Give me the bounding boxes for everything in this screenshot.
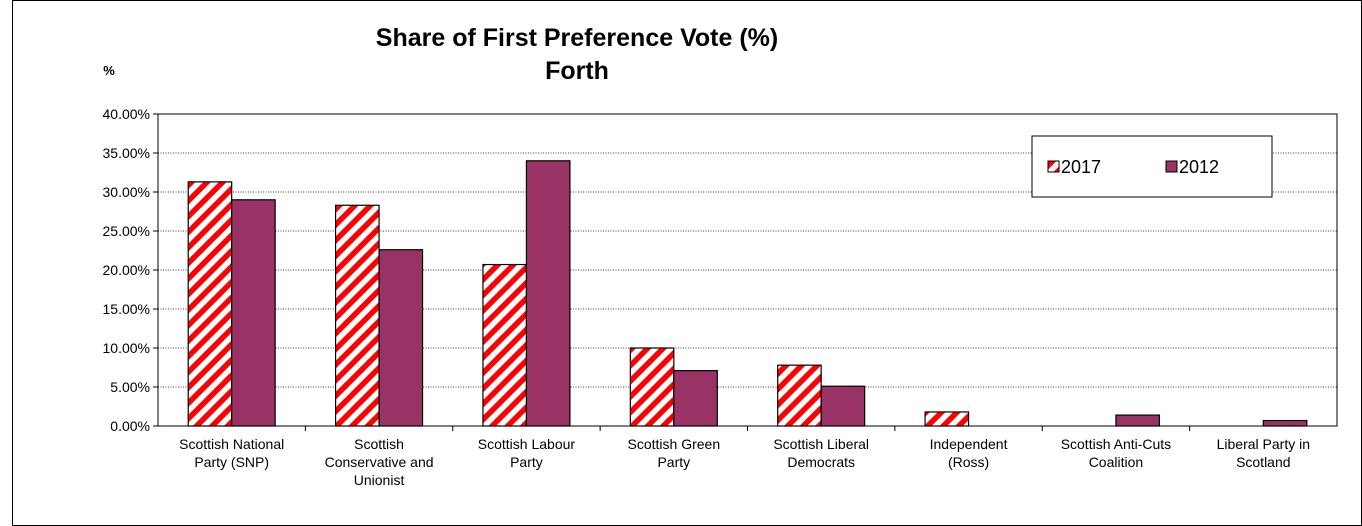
bar-2012 <box>378 249 424 427</box>
chart-title: Share of First Preference Vote (%) <box>376 24 778 52</box>
bar-2017 <box>924 411 970 427</box>
bar-2012 <box>820 385 866 427</box>
x-category-label: Scottish Green Party <box>628 436 721 470</box>
bars <box>187 160 1308 427</box>
y-tick-label: 20.00% <box>103 262 150 278</box>
legend-swatch-2012 <box>1165 160 1178 173</box>
x-category-label: Scottish Labour Party <box>478 436 576 470</box>
bar-2017 <box>334 204 380 427</box>
bar-2017 <box>777 364 822 427</box>
y-tick-label: 0.00% <box>110 418 150 434</box>
legend-box <box>1031 135 1273 198</box>
x-category-label: Liberal Party in Scotland <box>1217 436 1310 470</box>
y-tick-label: 15.00% <box>103 301 150 317</box>
bar-2017 <box>482 263 528 427</box>
axes: 0.00% 5.00% 10.00% 15.00% 20.00% 25.00% 30.00%… <box>103 106 1338 488</box>
x-category-label: Scottish Liberal Democrats <box>773 436 869 470</box>
bar-2012 <box>673 370 718 427</box>
y-tick-label: 25.00% <box>103 223 150 239</box>
bar-2017 <box>187 181 233 427</box>
legend-label-2012: 2012 <box>1179 157 1219 177</box>
x-category-label: Scottish National Party (SNP) <box>179 436 284 470</box>
x-category-label: Scottish Conservative and Unionist <box>325 436 434 488</box>
y-tick-label: 5.00% <box>110 379 150 395</box>
chart-frame: Share of First Preference Vote (%) Forth… <box>12 0 1362 526</box>
bar-2012 <box>1262 419 1308 427</box>
y-tick-label: 35.00% <box>103 145 150 161</box>
y-tick-label: 30.00% <box>103 184 150 200</box>
y-axis-unit-label: % <box>103 63 115 78</box>
legend-swatch-2017 <box>1047 160 1060 173</box>
x-category-label: Scottish Anti-Cuts Coalition <box>1061 436 1172 470</box>
legend: 2017 2012 <box>1031 135 1273 198</box>
chart-svg: Share of First Preference Vote (%) Forth… <box>12 0 1362 526</box>
chart-subtitle: Forth <box>545 57 609 85</box>
y-tick-label: 40.00% <box>103 106 150 122</box>
x-category-label: Independent (Ross) <box>930 436 1008 470</box>
bar-2012 <box>231 199 276 427</box>
bar-2012 <box>525 160 571 427</box>
y-tick-label: 10.00% <box>103 340 150 356</box>
legend-label-2017: 2017 <box>1061 157 1101 177</box>
bar-2017 <box>629 347 675 427</box>
bar-2012 <box>1115 414 1161 427</box>
